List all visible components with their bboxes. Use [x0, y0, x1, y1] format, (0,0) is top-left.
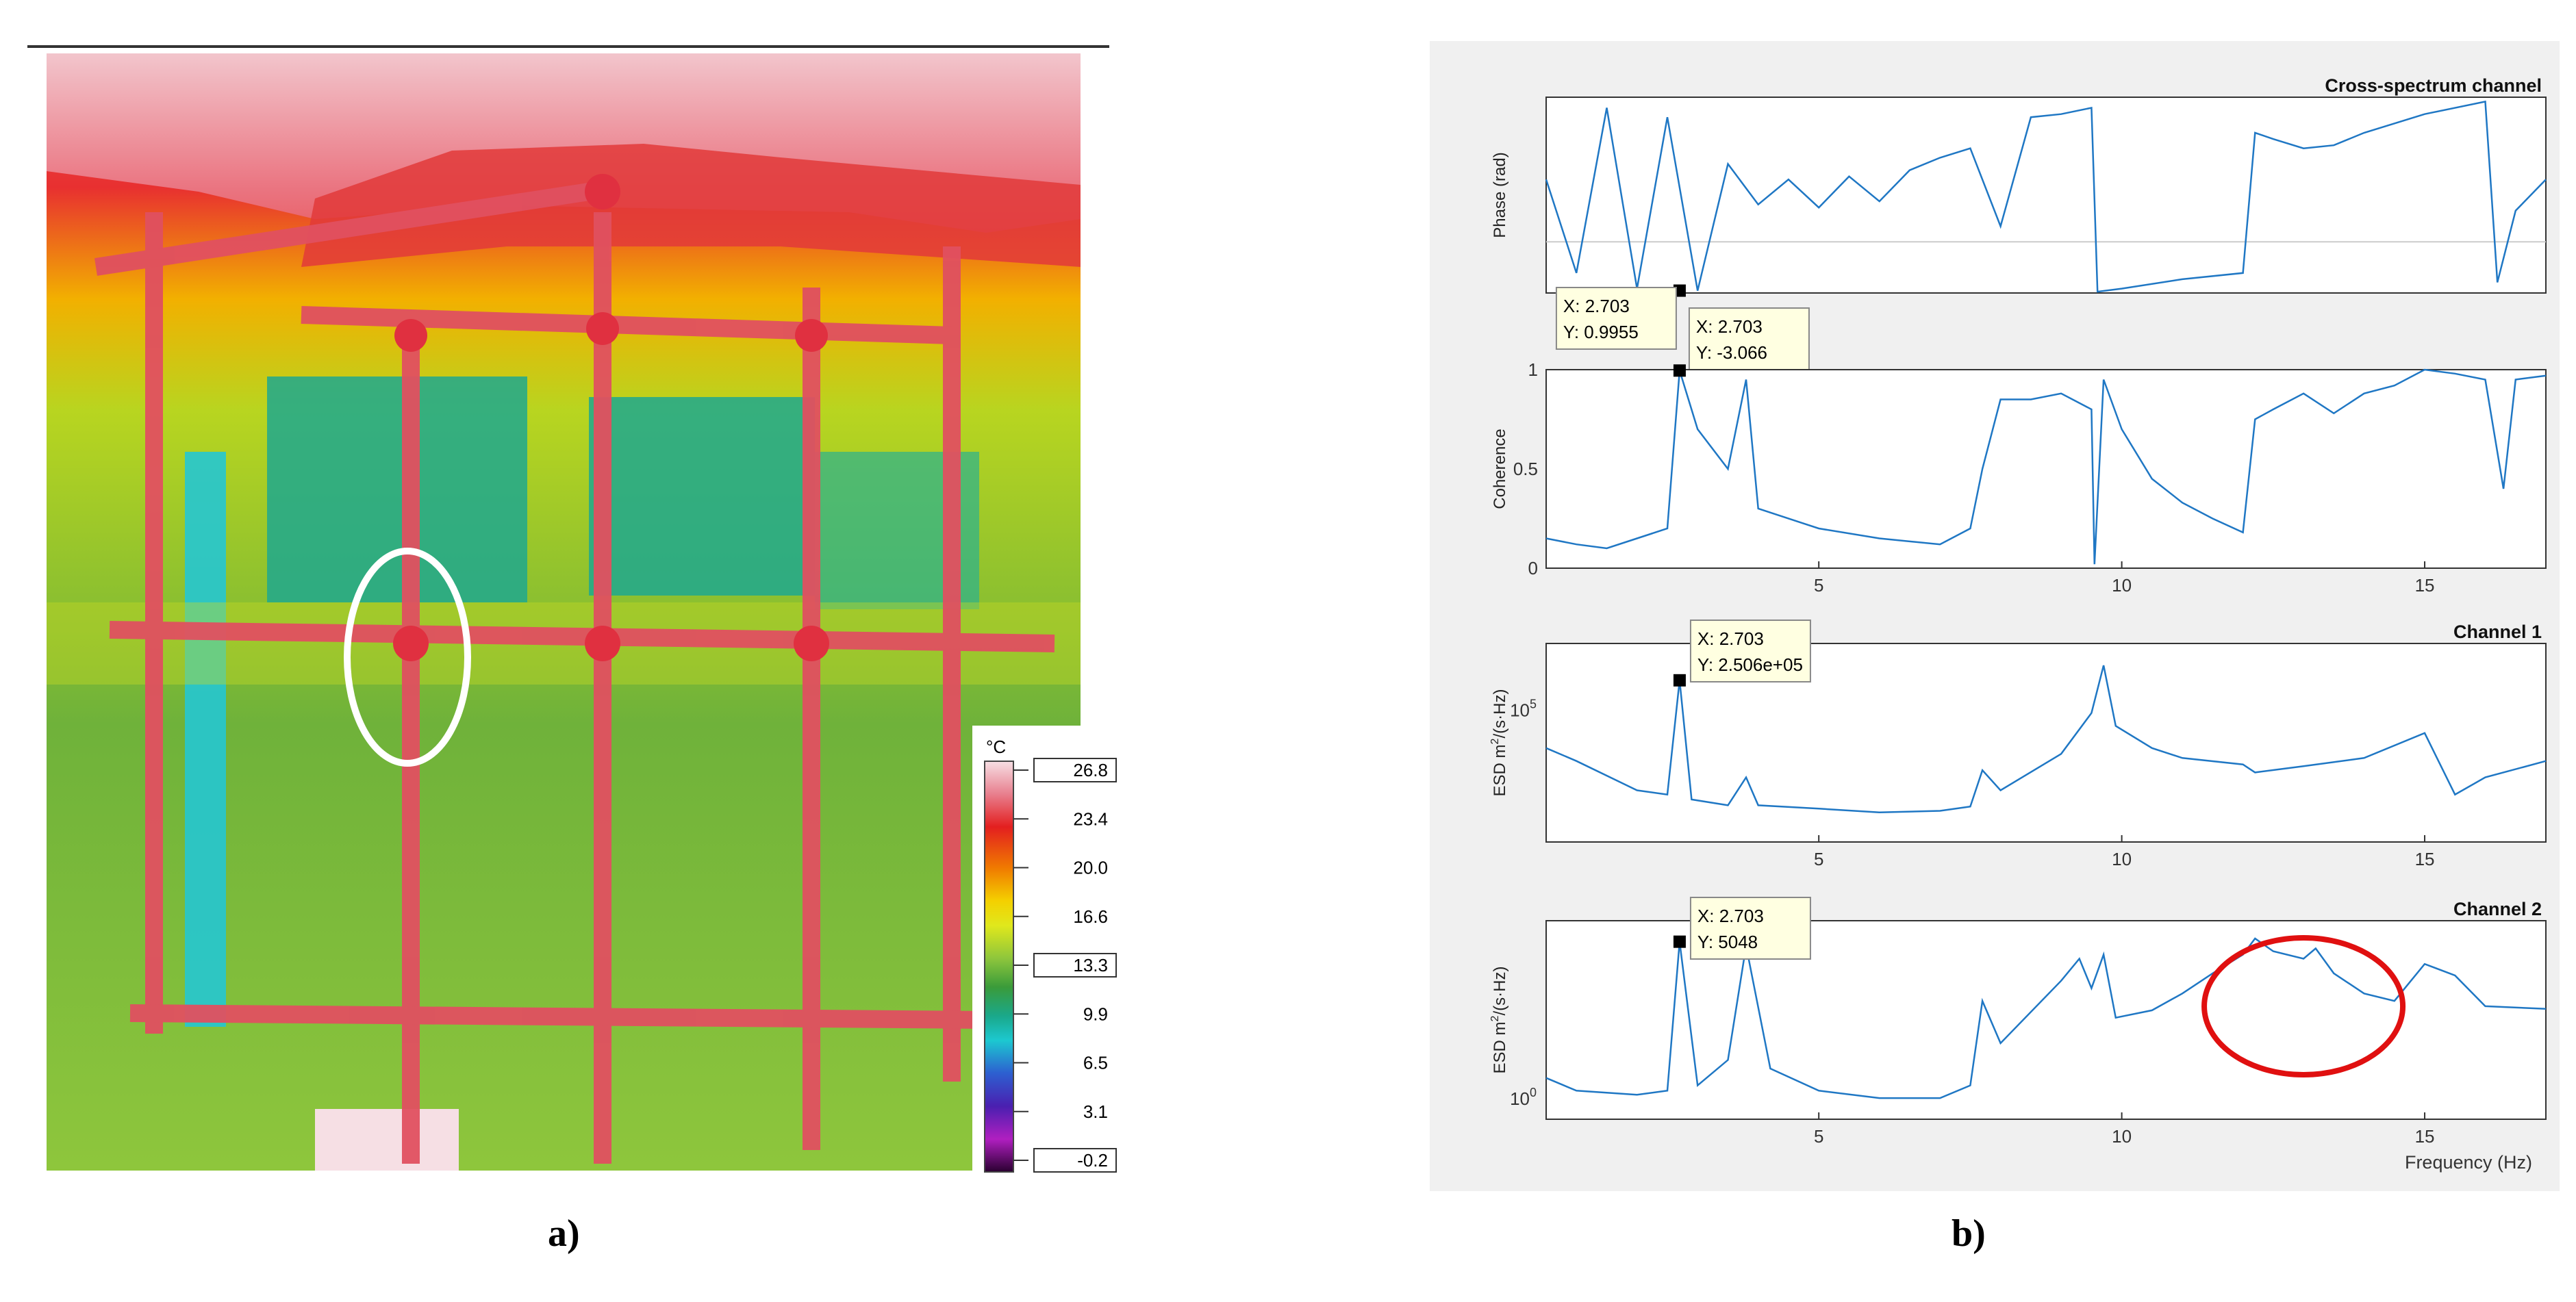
colorbar-tick-label: 20.0	[1073, 858, 1108, 878]
y-tick-label: 0	[1528, 558, 1538, 578]
series-line	[1545, 937, 2547, 1099]
datatip-marker[interactable]	[1673, 364, 1686, 377]
highlight-ellipse	[344, 548, 471, 767]
plot-coherence: 5 10 15 0 0.5 1 Coherence X: 2.703 Y: 0.9955	[1491, 287, 2547, 596]
plot-title: Channel 2	[2453, 899, 2542, 919]
datatip[interactable]: X: 2.703 Y: -3.066	[1688, 307, 1810, 370]
y-tick-label: 1	[1528, 359, 1538, 380]
y-axis-label: ESD m2/(s·Hz)	[1489, 967, 1509, 1074]
y-axis-label: ESD m2/(s·Hz)	[1489, 689, 1509, 797]
series-line	[1545, 368, 2547, 565]
x-tick-label: 15	[2415, 849, 2435, 869]
colorbar-tick-label: -0.2	[1077, 1150, 1108, 1171]
y-tick-label: 0.5	[1513, 459, 1538, 479]
datatip-y: Y: -3.066	[1696, 342, 1767, 363]
colorbar-tick-label: 9.9	[1083, 1004, 1108, 1024]
x-tick-label: 10	[2112, 1126, 2132, 1147]
axes-box	[1545, 643, 2547, 843]
highlight-ellipse	[2201, 935, 2406, 1077]
x-tick-label: 5	[1814, 575, 1823, 596]
colorbar-tick-label: 6.5	[1083, 1053, 1108, 1073]
x-tick-label: 5	[1814, 1126, 1823, 1147]
datatip-y: Y: 2.506e+05	[1697, 654, 1803, 675]
series-line	[1545, 665, 2547, 814]
spectral-plots-panel: Phase (rad) Cross-spectrum channel X: 2.70…	[1430, 41, 2560, 1191]
x-tick-label: 5	[1814, 849, 1823, 869]
colorbar-tick-label: 13.3	[1073, 955, 1108, 975]
axes-box	[1545, 369, 2547, 569]
plot-title: Channel 1	[2453, 622, 2542, 642]
caption-b: b)	[1952, 1212, 1986, 1255]
datatip[interactable]: X: 2.703 Y: 5048	[1689, 897, 1811, 960]
datatip[interactable]: X: 2.703 Y: 0.9955	[1555, 287, 1677, 350]
colorbar-unit: °C	[986, 737, 1006, 757]
plot-phase: Phase (rad) Cross-spectrum channel X: 2.70…	[1491, 75, 2547, 370]
x-tick-label: 15	[2415, 575, 2435, 596]
y-axis-label: Phase (rad)	[1491, 152, 1509, 238]
colorbar-tick-label: 23.4	[1073, 808, 1108, 829]
thermal-image: °C 26.8 23.4 20.0 16.6 13.3 9.9 6.5 3.1 -0.2	[27, 45, 1123, 1191]
y-axis-label: Coherence	[1491, 429, 1509, 509]
spectral-plots: Phase (rad) Cross-spectrum channel X: 2.70…	[1489, 75, 2547, 1173]
x-tick-label: 15	[2415, 1126, 2435, 1147]
y-tick-label: 100	[1510, 1086, 1537, 1109]
datatip-y: Y: 5048	[1697, 932, 1758, 952]
series-line	[1545, 100, 2547, 293]
caption-a: a)	[548, 1212, 580, 1255]
datatip-marker[interactable]	[1673, 935, 1686, 948]
x-axis-label: Frequency (Hz)	[2405, 1152, 2532, 1173]
datatip-x: X: 2.703	[1563, 296, 1630, 316]
y-tick-label: 105	[1510, 698, 1537, 721]
datatip-marker[interactable]	[1673, 674, 1686, 687]
datatip-y: Y: 0.9955	[1563, 322, 1639, 342]
x-tick-label: 10	[2112, 849, 2132, 869]
x-tick-label: 10	[2112, 575, 2132, 596]
thermal-image-panel: °C 26.8 23.4 20.0 16.6 13.3 9.9 6.5 3.1 -0.2	[27, 41, 1123, 1191]
datatip[interactable]: X: 2.703 Y: 2.506e+05	[1689, 620, 1811, 682]
plot-title: Cross-spectrum channel	[2325, 75, 2542, 96]
datatip-x: X: 2.703	[1697, 628, 1764, 649]
axes-box	[1545, 97, 2547, 294]
temperature-colorbar: °C 26.8 23.4 20.0 16.6 13.3 9.9 6.5 3.1 -0.2	[972, 726, 1123, 1191]
colorbar-tick-label: 26.8	[1073, 760, 1108, 780]
datatip-x: X: 2.703	[1697, 906, 1764, 926]
colorbar-tick-label: 16.6	[1073, 906, 1108, 927]
datatip-x: X: 2.703	[1696, 316, 1763, 337]
colorbar-tick-label: 3.1	[1083, 1101, 1108, 1122]
